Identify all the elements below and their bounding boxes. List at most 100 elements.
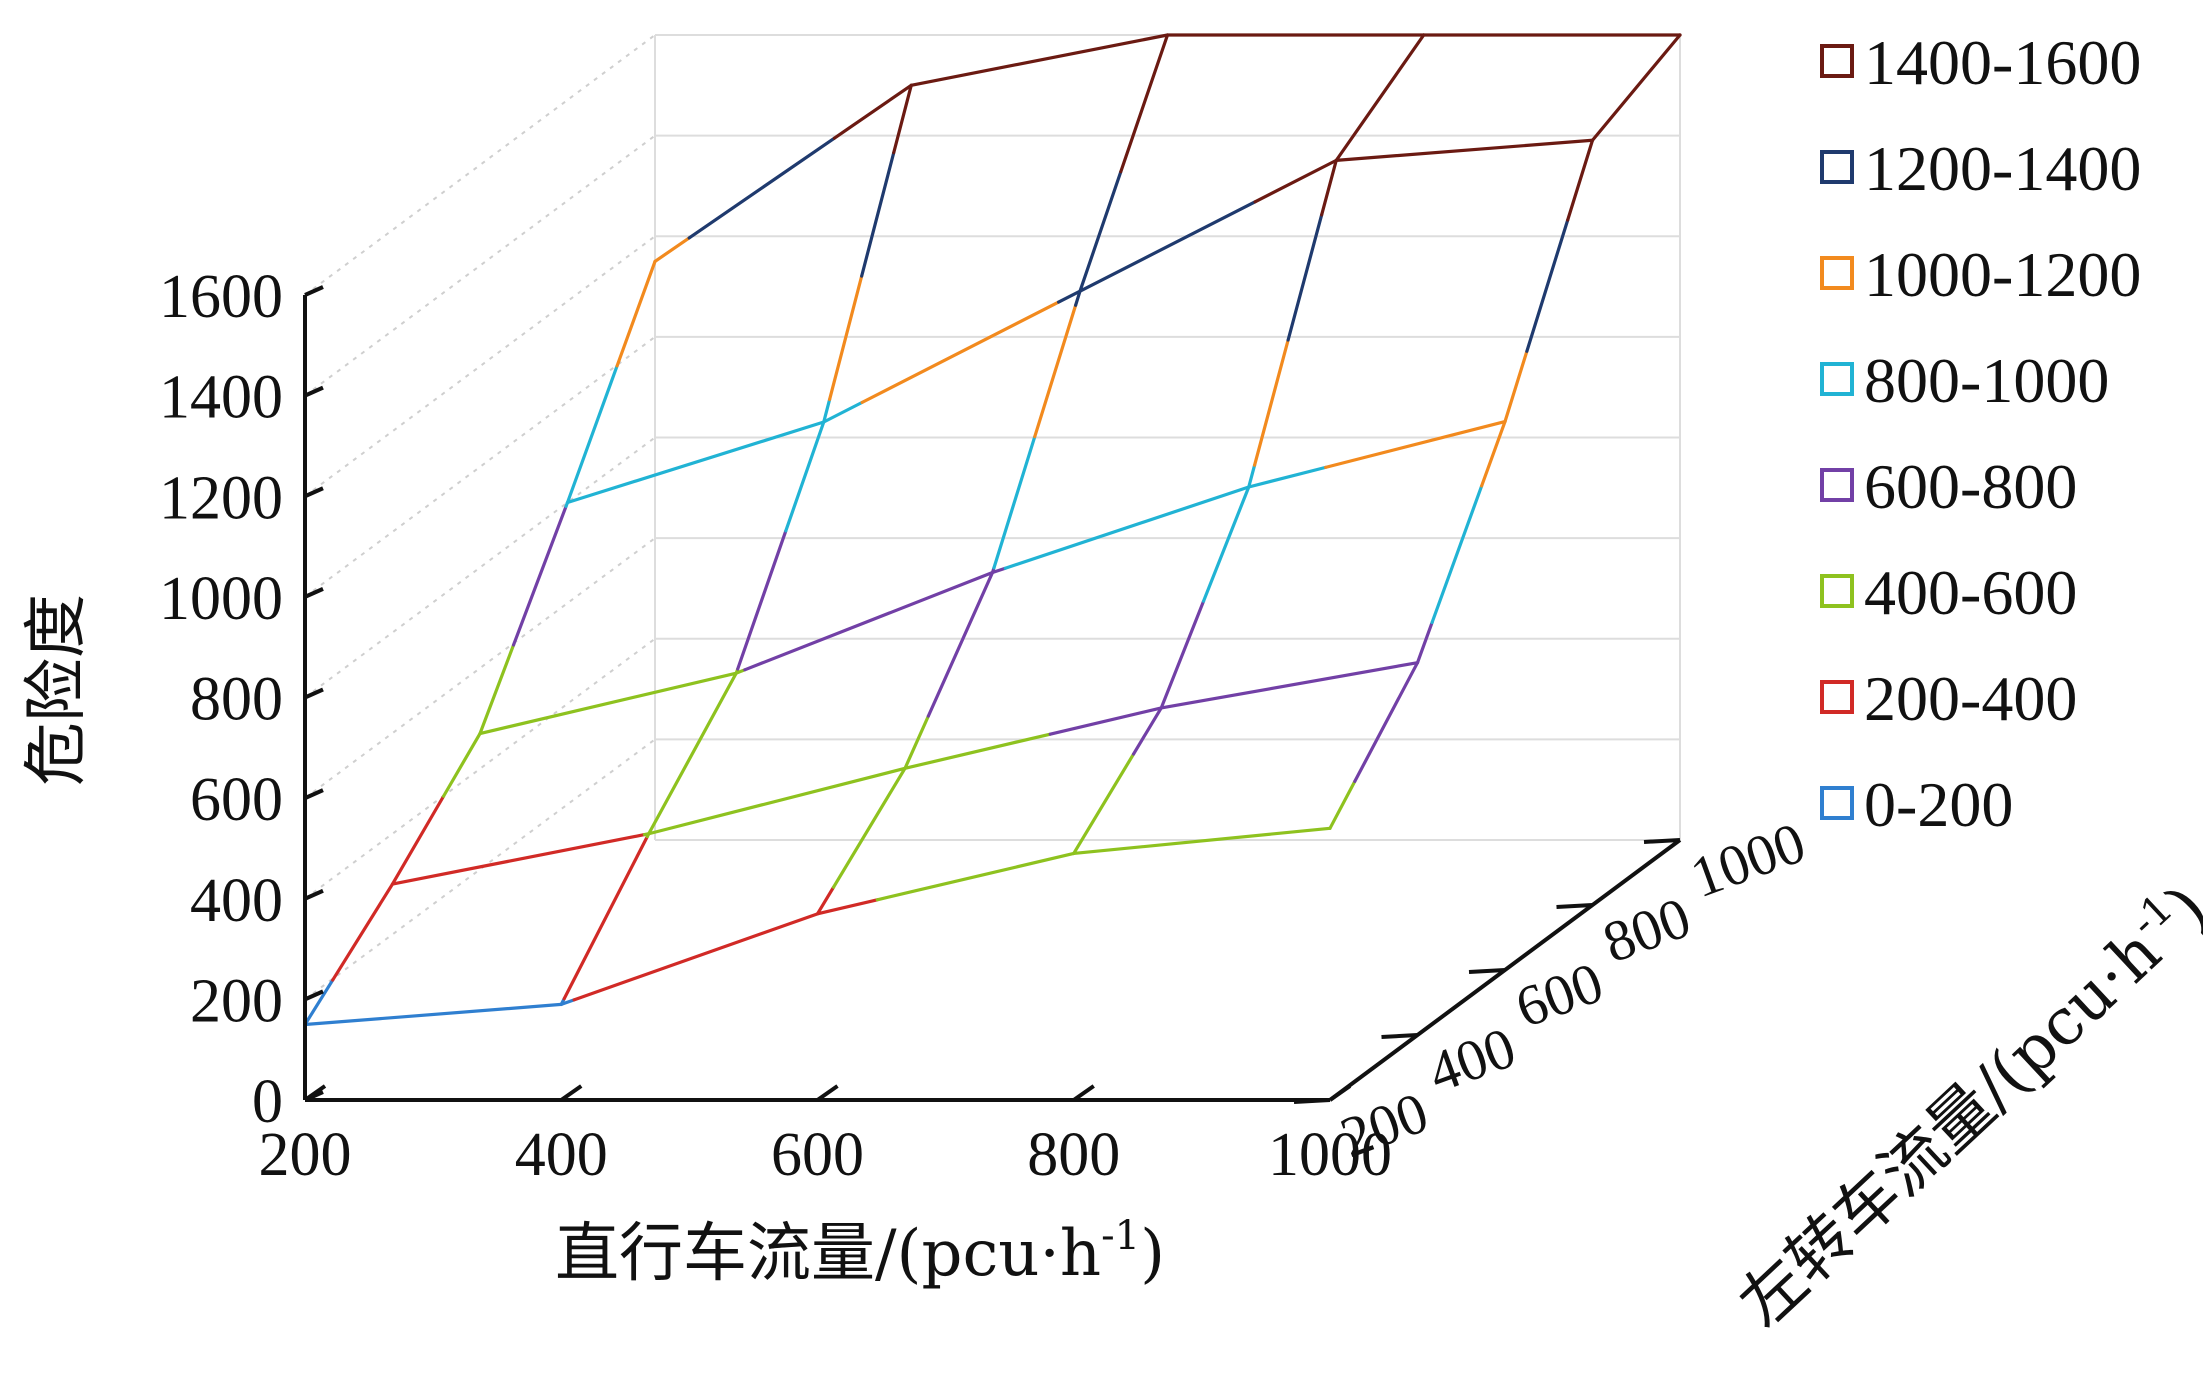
surface-gridline-segment: [562, 834, 649, 1001]
legend-item: 1400-1600: [1820, 27, 2141, 98]
y-tick-mark: [1293, 1098, 1331, 1104]
surface-gridline-segment: [1078, 170, 1123, 293]
y-axis-title-main: 左转车流量/(pcu·h: [1725, 915, 2175, 1342]
legend-label: 1200-1400: [1864, 133, 2141, 204]
legend-swatch: [1820, 362, 1854, 396]
y-tick-mark: [1468, 968, 1506, 974]
side-wall-gridline: [304, 637, 656, 900]
z-axis-title: 危险度: [20, 594, 94, 786]
legend-swatch: [1820, 680, 1854, 714]
surface-gridline-segment: [1072, 752, 1136, 856]
legend-swatch: [1820, 256, 1854, 290]
z-tick-label: 1200: [159, 464, 283, 532]
y-tick-label: 400: [1420, 1014, 1524, 1105]
legend-item: 1200-1400: [1820, 133, 2141, 204]
z-tick-mark: [304, 285, 324, 297]
surface-gridline-segment: [1131, 706, 1163, 756]
surface-gridline-segment: [572, 912, 820, 1002]
x-tick-mark: [1072, 1084, 1095, 1102]
surface-gridline-segment: [892, 83, 913, 155]
x-tick-mark: [816, 1084, 839, 1102]
z-tick-mark: [304, 788, 324, 800]
surface-gridline-segment: [1328, 779, 1357, 830]
z-tick-label: 1600: [159, 263, 283, 331]
surface-gridline-segment: [992, 434, 1037, 570]
surface-gridline-segment: [1119, 33, 1170, 174]
x-axis-title: 直行车流量/(pcu·h-1): [555, 1213, 1165, 1291]
surface-gridline-segment: [303, 978, 335, 1027]
legend-item: 1000-1200: [1820, 239, 2141, 310]
z-tick-mark: [304, 989, 324, 1002]
legend-label: 400-600: [1864, 557, 2077, 628]
surface-gridline-segment: [1324, 419, 1507, 469]
z-tick-mark: [304, 687, 324, 700]
legend-item: 400-600: [1820, 557, 2077, 628]
surface-gridline-segment: [303, 1002, 563, 1027]
surface-mesh: [303, 33, 1682, 1027]
surface-gridline-segment: [926, 570, 995, 718]
surface-gridline-segment: [1415, 620, 1434, 665]
legend-label: 200-400: [1864, 663, 2077, 734]
legend-swatch: [1820, 574, 1854, 608]
surface-gridline-segment: [1159, 661, 1420, 710]
legend-label: 1400-1600: [1864, 27, 2141, 98]
x-axis-title-exponent: -1: [1101, 1213, 1140, 1259]
surface-gridline-segment: [1286, 213, 1324, 342]
surface-gridline-segment: [1003, 485, 1251, 570]
y-tick-label: 600: [1507, 949, 1611, 1040]
legend-swatch: [1820, 786, 1854, 820]
legend-item: 800-1000: [1820, 345, 2109, 416]
surface-gridline-segment: [875, 851, 1076, 902]
surface-gridline-segment: [1353, 661, 1420, 783]
surface-gridline-segment: [1566, 138, 1595, 222]
z-tick-mark: [304, 587, 324, 599]
legend-label: 1000-1200: [1864, 239, 2141, 310]
surface-gridline-segment: [827, 274, 864, 402]
x-tick-mark: [303, 1084, 327, 1102]
surface-gridline-segment: [822, 397, 832, 424]
z-tick-label: 800: [190, 666, 283, 734]
legend: 1400-1600 1200-1400 1000-1200 800-1000 600-8…: [1820, 27, 2141, 840]
x-axis-title-close: ): [1140, 1217, 1165, 1291]
surface-gridline-segment: [390, 794, 446, 886]
y-tick-label: 800: [1595, 884, 1699, 975]
surface-gridline-segment: [687, 136, 836, 240]
y-tick-mark: [1643, 838, 1681, 844]
surface-gridline-segment: [331, 882, 395, 982]
surface-gridline-segment: [860, 151, 896, 278]
surface-gridline-segment: [1253, 158, 1338, 204]
surface-gridline-segment: [1074, 289, 1082, 307]
side-wall-gridline: [304, 34, 656, 296]
surface-gridline-segment: [1590, 33, 1682, 142]
surface-gridline-segment: [1072, 826, 1332, 856]
surface-gridline-segment: [990, 566, 1007, 575]
z-tick-mark: [304, 486, 324, 499]
legend-item: 0-200: [1820, 769, 2013, 840]
z-tick-label: 0: [252, 1068, 283, 1136]
surface-gridline-segment: [860, 300, 1061, 404]
surface-gridline-segment: [653, 236, 691, 264]
z-tick-mark: [304, 385, 324, 398]
side-wall-gridline: [304, 738, 656, 1001]
legend-label: 600-800: [1864, 451, 2077, 522]
legend-label: 0-200: [1864, 769, 2013, 840]
surface-gridline-segment: [903, 714, 930, 770]
legend-item: 600-800: [1820, 451, 2077, 522]
surface-gridline-segment: [1252, 338, 1290, 467]
x-tick-mark: [1328, 1084, 1352, 1102]
surface-gridline-segment: [909, 33, 1170, 87]
surface-gridline-segment: [1201, 485, 1251, 603]
y-tick-mark: [1556, 903, 1593, 909]
surface-gridline-segment: [1334, 138, 1595, 162]
surface-gridline-segment: [511, 504, 568, 647]
side-wall-gridline: [304, 436, 656, 699]
x-tick-mark: [560, 1084, 583, 1102]
y-tick-mark: [1381, 1033, 1418, 1039]
x-tick-label: 600: [771, 1121, 864, 1189]
x-tick-label: 400: [515, 1121, 608, 1189]
surface-gridline-segment: [1334, 33, 1426, 162]
surface-gridline-segment: [441, 731, 482, 798]
surface-gridline-segment: [1430, 484, 1484, 625]
